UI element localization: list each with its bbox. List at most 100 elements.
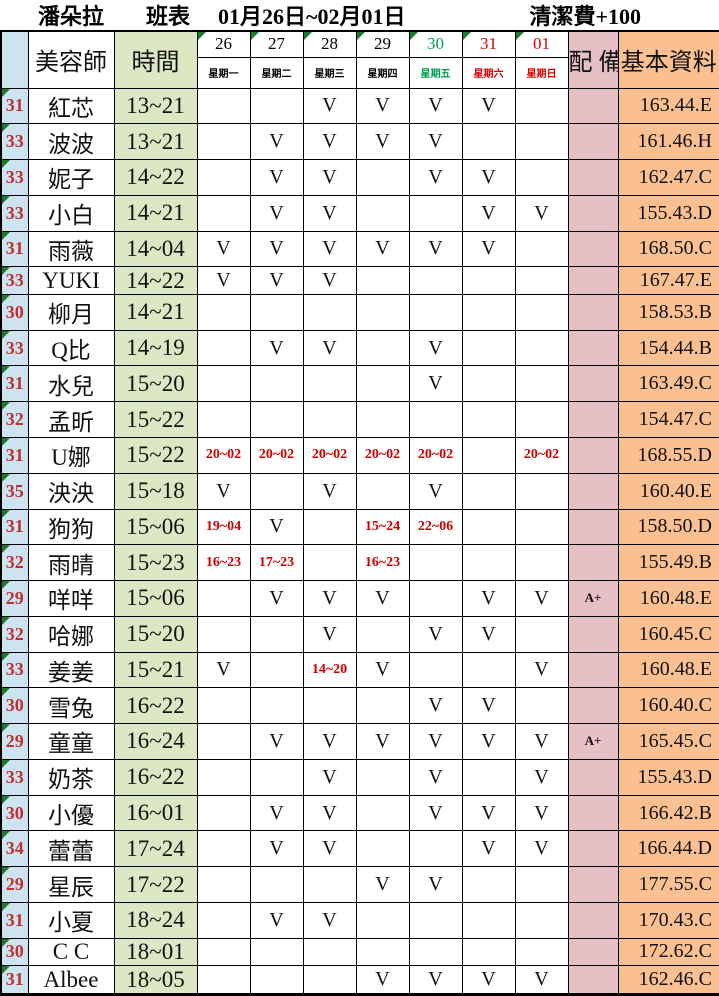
shift-empty-cell[interactable] — [196, 992, 251, 996]
shift-check-cell[interactable]: V — [302, 794, 357, 832]
beautician-name-cell[interactable]: 小夏 — [27, 901, 115, 939]
row-number-cell[interactable]: 31 — [0, 901, 29, 939]
basic-info-cell[interactable]: 168.55.D — [617, 436, 719, 474]
shift-empty-cell[interactable] — [355, 794, 410, 832]
shift-check-cell[interactable]: V — [249, 901, 304, 939]
beautician-name-cell[interactable] — [27, 992, 115, 996]
shift-empty-cell[interactable] — [196, 293, 251, 331]
beautician-name-cell[interactable]: 妮子 — [27, 159, 115, 196]
work-hours-cell[interactable]: 15~06 — [113, 508, 198, 546]
shift-empty-cell[interactable] — [408, 901, 463, 939]
work-hours-cell[interactable]: 18~24 — [113, 901, 198, 939]
equip-cell[interactable] — [567, 329, 619, 367]
shift-empty-cell[interactable] — [461, 266, 516, 295]
shift-empty-cell[interactable] — [514, 687, 569, 725]
beautician-name-cell[interactable]: 星辰 — [27, 866, 115, 903]
work-hours-cell[interactable]: 16~01 — [113, 794, 198, 832]
shift-empty-cell[interactable] — [461, 866, 516, 903]
basic-info-cell[interactable] — [617, 992, 719, 996]
work-hours-cell[interactable]: 14~21 — [113, 194, 198, 232]
basic-info-cell[interactable]: 166.44.D — [617, 830, 719, 868]
shift-check-cell[interactable]: V — [355, 580, 410, 617]
row-number-cell[interactable]: 33 — [0, 123, 29, 161]
shift-check-cell[interactable]: V — [408, 758, 463, 796]
work-hours-cell[interactable]: 13~21 — [113, 87, 198, 125]
shift-check-cell[interactable]: V — [249, 508, 304, 546]
shift-empty-cell[interactable] — [408, 992, 463, 996]
row-number-cell[interactable]: 29 — [0, 723, 29, 760]
shift-empty-cell[interactable] — [249, 615, 304, 653]
work-hours-cell[interactable]: 17~22 — [113, 866, 198, 903]
shift-empty-cell[interactable] — [355, 472, 410, 510]
row-number-cell[interactable]: 31 — [0, 965, 29, 994]
basic-info-cell[interactable]: 162.47.C — [617, 159, 719, 196]
shift-hours-cell[interactable]: 20~02 — [302, 436, 357, 474]
shift-hours-cell[interactable]: 19~04 — [196, 508, 251, 546]
equip-cell[interactable] — [567, 508, 619, 546]
shift-empty-cell[interactable] — [514, 615, 569, 653]
shift-empty-cell[interactable] — [249, 365, 304, 403]
shift-check-cell[interactable]: V — [461, 87, 516, 125]
shift-check-cell[interactable]: V — [302, 472, 357, 510]
shift-empty-cell[interactable] — [196, 123, 251, 161]
shift-empty-cell[interactable] — [196, 401, 251, 438]
beautician-name-cell[interactable]: Albee — [27, 965, 115, 994]
work-hours-cell[interactable]: 16~24 — [113, 723, 198, 760]
basic-info-cell[interactable]: 177.55.C — [617, 866, 719, 903]
shift-check-cell[interactable]: V — [302, 230, 357, 268]
row-number-cell[interactable]: 33 — [0, 266, 29, 295]
equip-cell[interactable] — [567, 615, 619, 653]
shift-hours-cell[interactable]: 22~06 — [408, 508, 463, 546]
shift-empty-cell[interactable] — [196, 159, 251, 196]
basic-info-cell[interactable]: 155.43.D — [617, 758, 719, 796]
shift-check-cell[interactable]: V — [302, 194, 357, 232]
shift-check-cell[interactable]: V — [461, 723, 516, 760]
equip-cell[interactable] — [567, 937, 619, 967]
beautician-name-cell[interactable]: Q比 — [27, 329, 115, 367]
beautician-name-cell[interactable]: 狗狗 — [27, 508, 115, 546]
beautician-name-cell[interactable]: 紅芯 — [27, 87, 115, 125]
work-hours-cell[interactable]: 15~21 — [113, 651, 198, 689]
equip-cell[interactable] — [567, 866, 619, 903]
basic-info-cell[interactable]: 165.45.C — [617, 723, 719, 760]
shift-check-cell[interactable]: V — [249, 723, 304, 760]
beautician-name-cell[interactable]: 柳月 — [27, 293, 115, 331]
shift-empty-cell[interactable] — [196, 866, 251, 903]
shift-check-cell[interactable]: V — [196, 230, 251, 268]
shift-check-cell[interactable]: V — [461, 965, 516, 994]
shift-empty-cell[interactable] — [461, 123, 516, 161]
work-hours-cell[interactable]: 15~23 — [113, 544, 198, 582]
shift-empty-cell[interactable] — [302, 866, 357, 903]
shift-check-cell[interactable]: V — [408, 965, 463, 994]
shift-empty-cell[interactable] — [514, 544, 569, 582]
row-number-cell[interactable]: 32 — [0, 615, 29, 653]
shift-check-cell[interactable]: V — [196, 266, 251, 295]
basic-info-cell[interactable]: 154.47.C — [617, 401, 719, 438]
shift-empty-cell[interactable] — [355, 615, 410, 653]
beautician-name-cell[interactable]: 水兒 — [27, 365, 115, 403]
shift-empty-cell[interactable] — [514, 329, 569, 367]
beautician-name-cell[interactable]: 咩咩 — [27, 580, 115, 617]
basic-info-cell[interactable]: 170.43.C — [617, 901, 719, 939]
row-number-cell[interactable]: 31 — [0, 436, 29, 474]
beautician-name-cell[interactable]: YUKI — [27, 266, 115, 295]
shift-check-cell[interactable]: V — [249, 830, 304, 868]
shift-empty-cell[interactable] — [461, 937, 516, 967]
shift-check-cell[interactable]: V — [196, 651, 251, 689]
beautician-name-cell[interactable]: C C — [27, 937, 115, 967]
equip-cell[interactable]: A+ — [567, 723, 619, 760]
shift-empty-cell[interactable] — [514, 230, 569, 268]
equip-cell[interactable] — [567, 230, 619, 268]
shift-empty-cell[interactable] — [196, 794, 251, 832]
shift-check-cell[interactable]: V — [355, 87, 410, 125]
shift-hours-cell[interactable]: 17~23 — [249, 544, 304, 582]
shift-check-cell[interactable]: V — [355, 723, 410, 760]
shift-empty-cell[interactable] — [408, 194, 463, 232]
shift-empty-cell[interactable] — [408, 293, 463, 331]
beautician-name-cell[interactable]: 姜姜 — [27, 651, 115, 689]
shift-empty-cell[interactable] — [461, 293, 516, 331]
row-number-cell[interactable]: 33 — [0, 194, 29, 232]
shift-check-cell[interactable]: V — [355, 123, 410, 161]
shift-hours-cell[interactable]: 15~24 — [355, 508, 410, 546]
shift-empty-cell[interactable] — [249, 687, 304, 725]
